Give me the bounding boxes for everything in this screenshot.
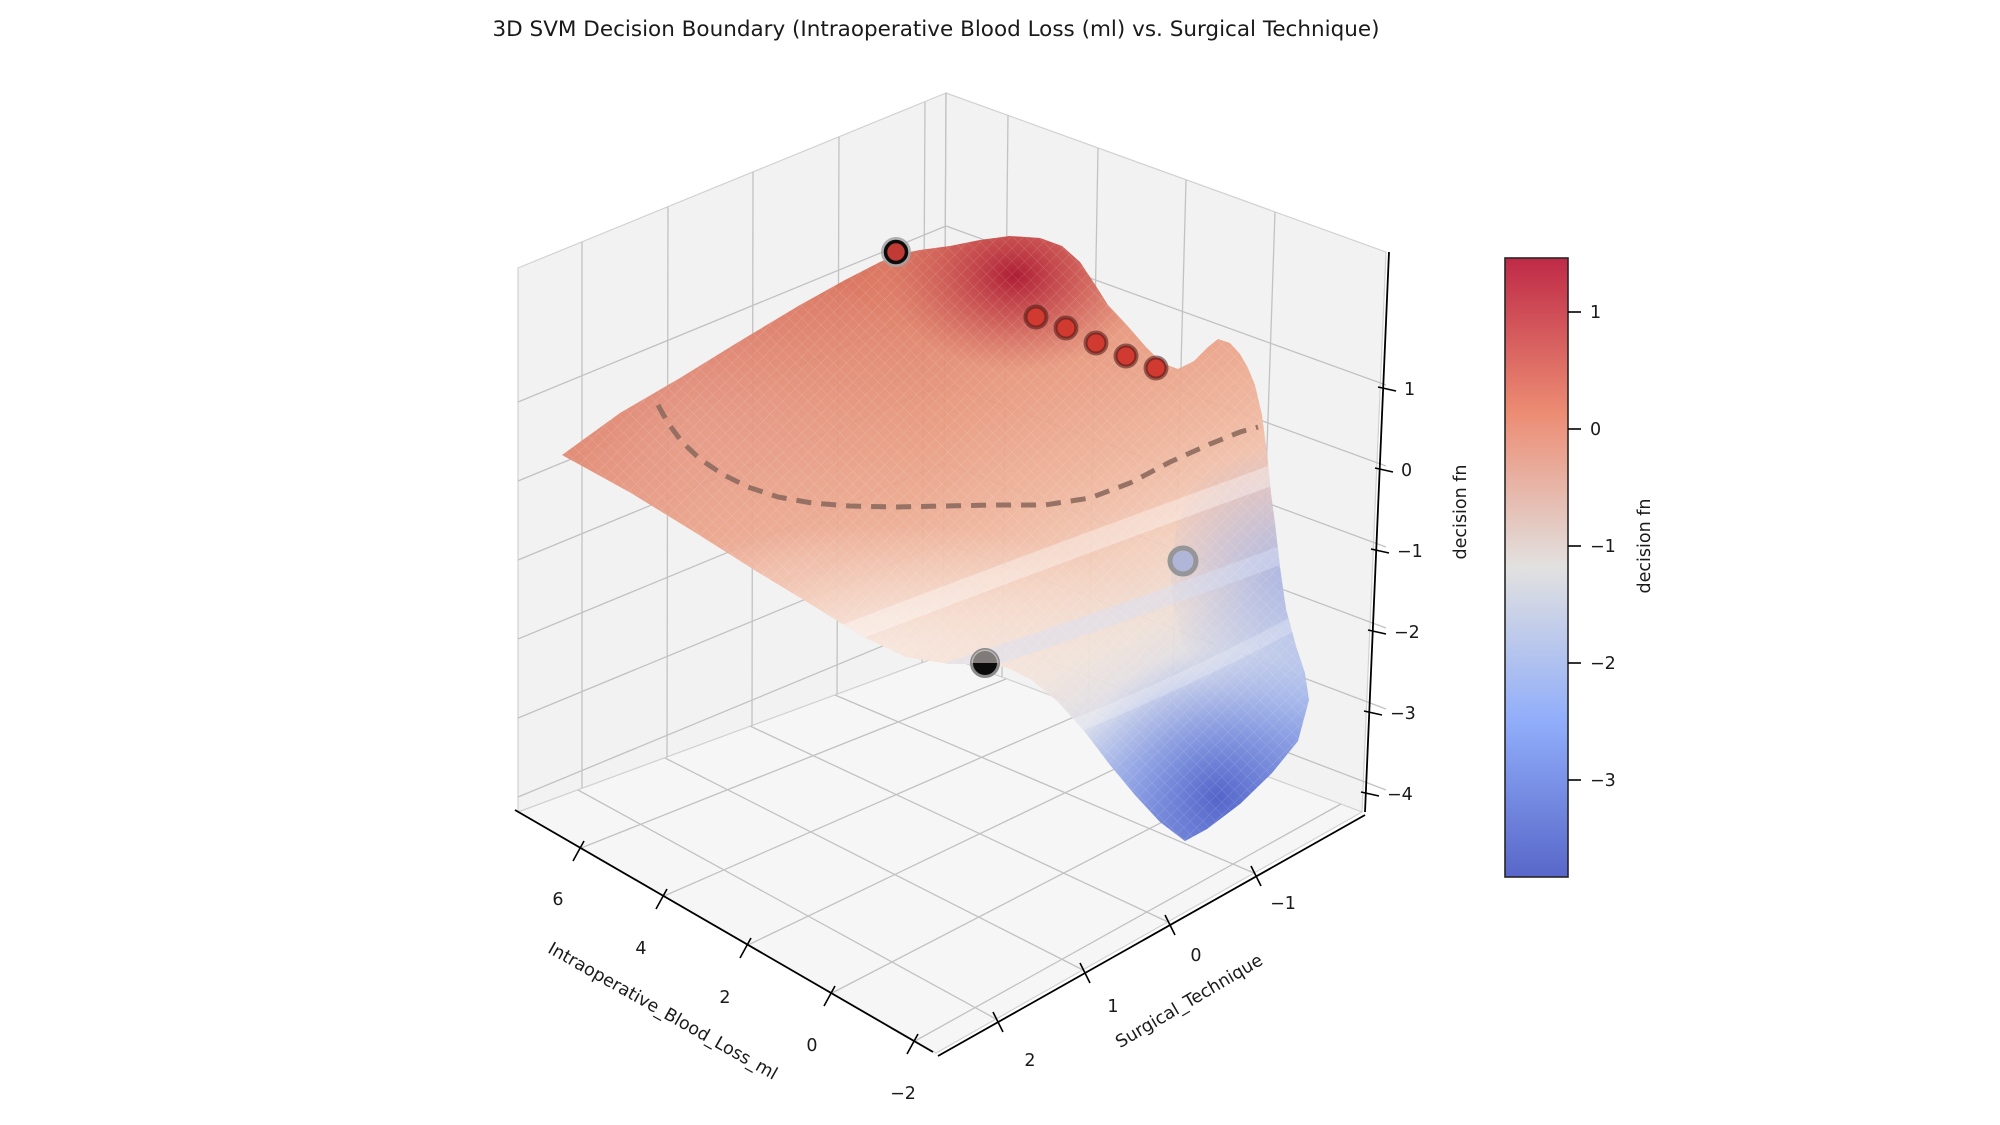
z-axis-spine [1364,251,1390,813]
y-axis-spine [937,814,1366,1057]
decision-boundary-dashed-line [655,403,1259,510]
tick-label: 1 [1590,303,1601,323]
tick-label: 2 [719,988,730,1008]
tick-label: −2 [890,1084,916,1104]
tick-label: −1 [1397,542,1423,562]
x-axis-label: Intraoperative_Blood_Loss_ml [544,939,780,1085]
y-tick-labels: 2 1 0 −1 [1024,894,1295,1071]
support-vector-halo [881,237,911,267]
tick-label: 0 [1401,461,1412,481]
tick-label: 1 [1404,380,1415,400]
tick-label: −1 [1590,537,1616,557]
tick-label: 0 [1590,420,1601,440]
axes-spines [514,251,1390,1057]
tick-label: 0 [1190,946,1201,966]
tick-label: 2 [1024,1051,1035,1071]
surface-mesh [562,236,1309,841]
tick-label: 1 [1107,997,1118,1017]
colorbar: 1 0 −1 −2 −3 decision fn [1504,257,1655,878]
sample-point-gray [1167,545,1199,577]
tick-label: −3 [1390,704,1416,724]
sample-point-black-occlusion [971,649,999,663]
colorbar-tick-labels: 1 0 −1 −2 −3 [1590,303,1616,791]
support-vector-point-red [1143,355,1169,381]
tick-label: −2 [1590,654,1616,674]
z-axis-label: decision fn [1451,465,1471,560]
tick-label: −2 [1394,623,1420,643]
colorbar-tick-marks [1568,311,1581,781]
tick-marks [572,386,1397,1055]
tick-label: −1 [1270,894,1296,914]
tick-label: 0 [806,1036,817,1056]
support-vector-point-red [1083,330,1109,356]
tick-label: 4 [635,939,646,959]
x-tick-labels: 6 4 2 0 −2 [552,890,915,1104]
x-axis-spine [514,809,934,1053]
support-vector-point-black-edge [883,239,909,265]
colorbar-label: decision fn [1635,499,1655,594]
tick-label: 6 [552,890,563,910]
tick-label: −3 [1590,771,1616,791]
colorbar-swatch [1504,257,1569,878]
z-tick-labels: 1 0 −1 −2 −3 −4 [1387,380,1423,805]
chart-title: 3D SVM Decision Boundary (Intraoperative… [492,17,1379,42]
scatter-points [881,237,1199,678]
tick-label: −4 [1387,785,1413,805]
support-vector-point-red [1053,315,1079,341]
support-vector-point-red [1113,343,1139,369]
support-vector-point-red [1023,304,1049,330]
